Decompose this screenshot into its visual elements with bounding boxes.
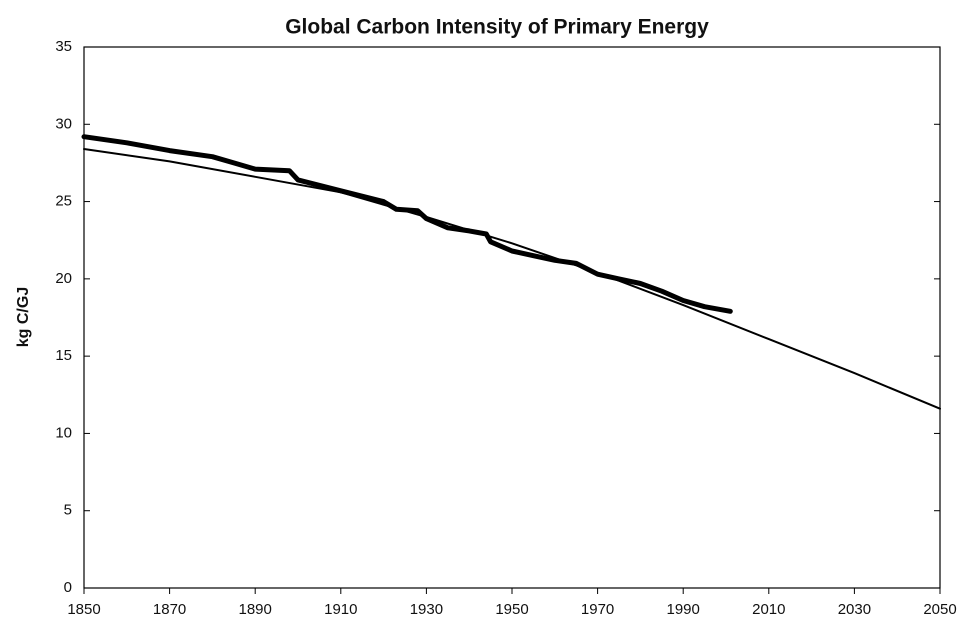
y-tick-label: 10 [55,424,72,441]
x-tick-label: 1850 [67,601,100,618]
plot-frame [83,46,941,589]
y-tick-label: 35 [55,38,72,55]
y-tick-label: 0 [64,579,72,596]
x-tick-label: 2030 [838,601,871,618]
y-tick-label: 25 [55,193,72,210]
series-line [81,134,733,314]
x-tick-label: 1890 [239,601,272,618]
x-tick-label: 2050 [923,601,956,618]
x-tick-label: 1990 [667,601,700,618]
y-tick-label: 30 [55,115,72,132]
x-tick-label: 1910 [324,601,357,618]
series-line [83,148,941,410]
y-axis-label: kg C/GJ [15,287,32,347]
x-tick-label: 1970 [581,601,614,618]
x-tick-label: 1950 [495,601,528,618]
chart-title: Global Carbon Intensity of Primary Energ… [285,16,709,39]
x-tick-label: 1930 [410,601,443,618]
x-tick-label: 2010 [752,601,785,618]
x-tick-label: 1870 [153,601,186,618]
y-tick-label: 20 [55,270,72,287]
y-tick-label: 5 [64,502,72,519]
y-tick-label: 15 [55,347,72,364]
